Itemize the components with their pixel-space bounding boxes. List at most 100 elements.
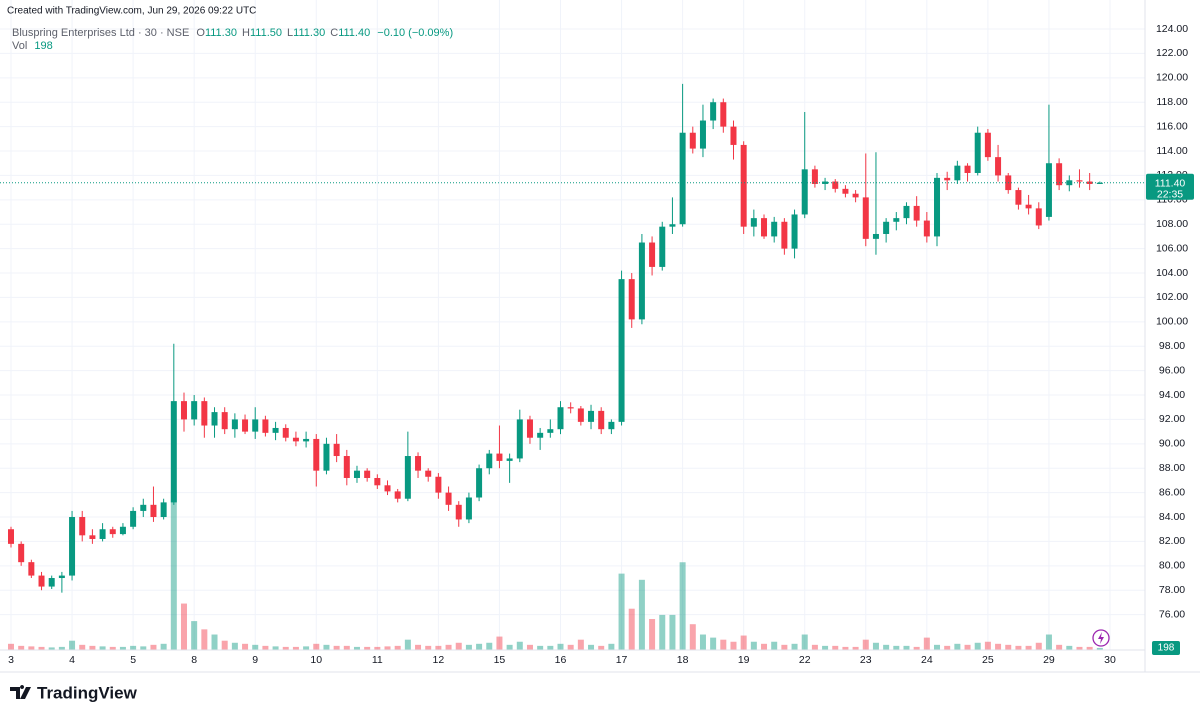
logo: TradingView xyxy=(10,683,138,702)
x-tick-label: 29 xyxy=(1043,654,1055,666)
candle-body xyxy=(48,578,55,587)
candle-body xyxy=(455,504,462,520)
candle-body xyxy=(740,144,747,227)
candle-body xyxy=(160,502,167,518)
x-tick-label: 9 xyxy=(252,654,258,666)
created-note: Created with TradingView.com, Jun 29, 20… xyxy=(7,6,256,17)
candle-body xyxy=(79,517,86,536)
volume-bar xyxy=(496,636,503,650)
candle-body xyxy=(842,188,849,194)
volume-bar xyxy=(425,645,432,650)
volume-bar xyxy=(822,645,829,650)
volume-bar xyxy=(1076,646,1083,650)
volume-bar xyxy=(598,645,605,650)
legend: Bluspring Enterprises Ltd · 30 · NSE O11… xyxy=(12,27,453,39)
volume-bar xyxy=(343,645,350,650)
candle-body xyxy=(313,438,320,471)
y-tick-label: 90.00 xyxy=(1159,438,1185,450)
volume-bar xyxy=(272,646,279,650)
volume-bar xyxy=(984,641,991,650)
volume-bar xyxy=(486,642,493,650)
candle-body xyxy=(974,132,981,173)
volume-bar xyxy=(119,646,126,650)
volume-bar xyxy=(180,603,187,650)
candle-body xyxy=(119,526,126,535)
volume-bar xyxy=(974,642,981,650)
volume-bar xyxy=(323,644,330,650)
x-tick-label: 24 xyxy=(921,654,933,666)
candle-body xyxy=(516,419,523,459)
low-label: L xyxy=(287,27,293,39)
volume-bar xyxy=(791,643,798,650)
candle-body xyxy=(801,169,808,215)
volume-bar xyxy=(781,644,788,650)
candle-body xyxy=(567,407,574,409)
volume-bar xyxy=(252,644,259,650)
candle-body xyxy=(364,470,371,478)
volume-bar xyxy=(384,646,391,650)
volume-bar xyxy=(954,643,961,650)
volume-bar xyxy=(679,562,686,650)
y-tick-label: 88.00 xyxy=(1159,462,1185,474)
y-tick-label: 106.00 xyxy=(1156,242,1188,254)
candle-body xyxy=(231,419,238,430)
candle-body xyxy=(415,456,422,471)
volume-bar xyxy=(191,621,198,650)
x-tick-label: 3 xyxy=(8,654,14,666)
price-badge xyxy=(1146,173,1194,200)
brand: TradingView xyxy=(37,683,138,702)
y-tick-label: 122.00 xyxy=(1156,47,1188,59)
candle-body xyxy=(903,205,910,219)
volume-bar xyxy=(852,646,859,650)
candle-body xyxy=(832,181,839,189)
candle-body xyxy=(628,279,635,320)
candle-body xyxy=(649,242,656,267)
candle-body xyxy=(242,419,249,432)
candle-body xyxy=(598,410,605,430)
x-tick-label: 12 xyxy=(433,654,445,666)
candle-body xyxy=(292,437,299,442)
candle-body xyxy=(333,443,340,457)
volume-bar xyxy=(58,646,65,650)
y-tick-label: 94.00 xyxy=(1159,389,1185,401)
candle-body xyxy=(374,477,381,486)
volume-bar xyxy=(811,644,818,650)
volume-bar xyxy=(435,645,442,650)
candle-body xyxy=(425,470,432,477)
volume-bar xyxy=(516,641,523,650)
candle-body xyxy=(618,279,625,422)
volume-bar xyxy=(374,646,381,650)
candle-body xyxy=(140,504,147,511)
volume-bar xyxy=(872,642,879,650)
alert-icon[interactable] xyxy=(1092,629,1110,647)
x-tick-label: 11 xyxy=(372,654,383,666)
candle-body xyxy=(18,543,25,563)
candle-body xyxy=(944,177,951,181)
volume-bar xyxy=(944,645,951,650)
volume-bar xyxy=(394,645,401,650)
volume-bar xyxy=(699,634,706,650)
volume-bar xyxy=(18,645,25,650)
volume-bar xyxy=(140,646,147,650)
candle-body xyxy=(750,218,757,227)
volume-bar xyxy=(537,645,544,650)
volume-bar xyxy=(934,644,941,650)
y-tick-label: 120.00 xyxy=(1156,72,1188,84)
volume-badge-label: 198 xyxy=(1158,643,1175,654)
x-tick-label: 23 xyxy=(860,654,872,666)
volume-bar xyxy=(750,641,757,650)
candle-body xyxy=(557,407,564,430)
volume-bar xyxy=(526,644,533,650)
low: 111.30 xyxy=(293,27,325,39)
volume-bar xyxy=(1056,644,1063,650)
volume-bar xyxy=(557,643,564,650)
volume-bar xyxy=(730,641,737,650)
volume-badge xyxy=(1152,640,1180,655)
candle-body xyxy=(771,221,778,237)
symbol: Bluspring Enterprises Ltd · 30 · NSE xyxy=(12,27,189,39)
volume-bar xyxy=(801,634,808,650)
candle-body xyxy=(1025,204,1032,209)
volume-label: Vol xyxy=(12,40,27,52)
x-tick-label: 30 xyxy=(1104,654,1116,666)
